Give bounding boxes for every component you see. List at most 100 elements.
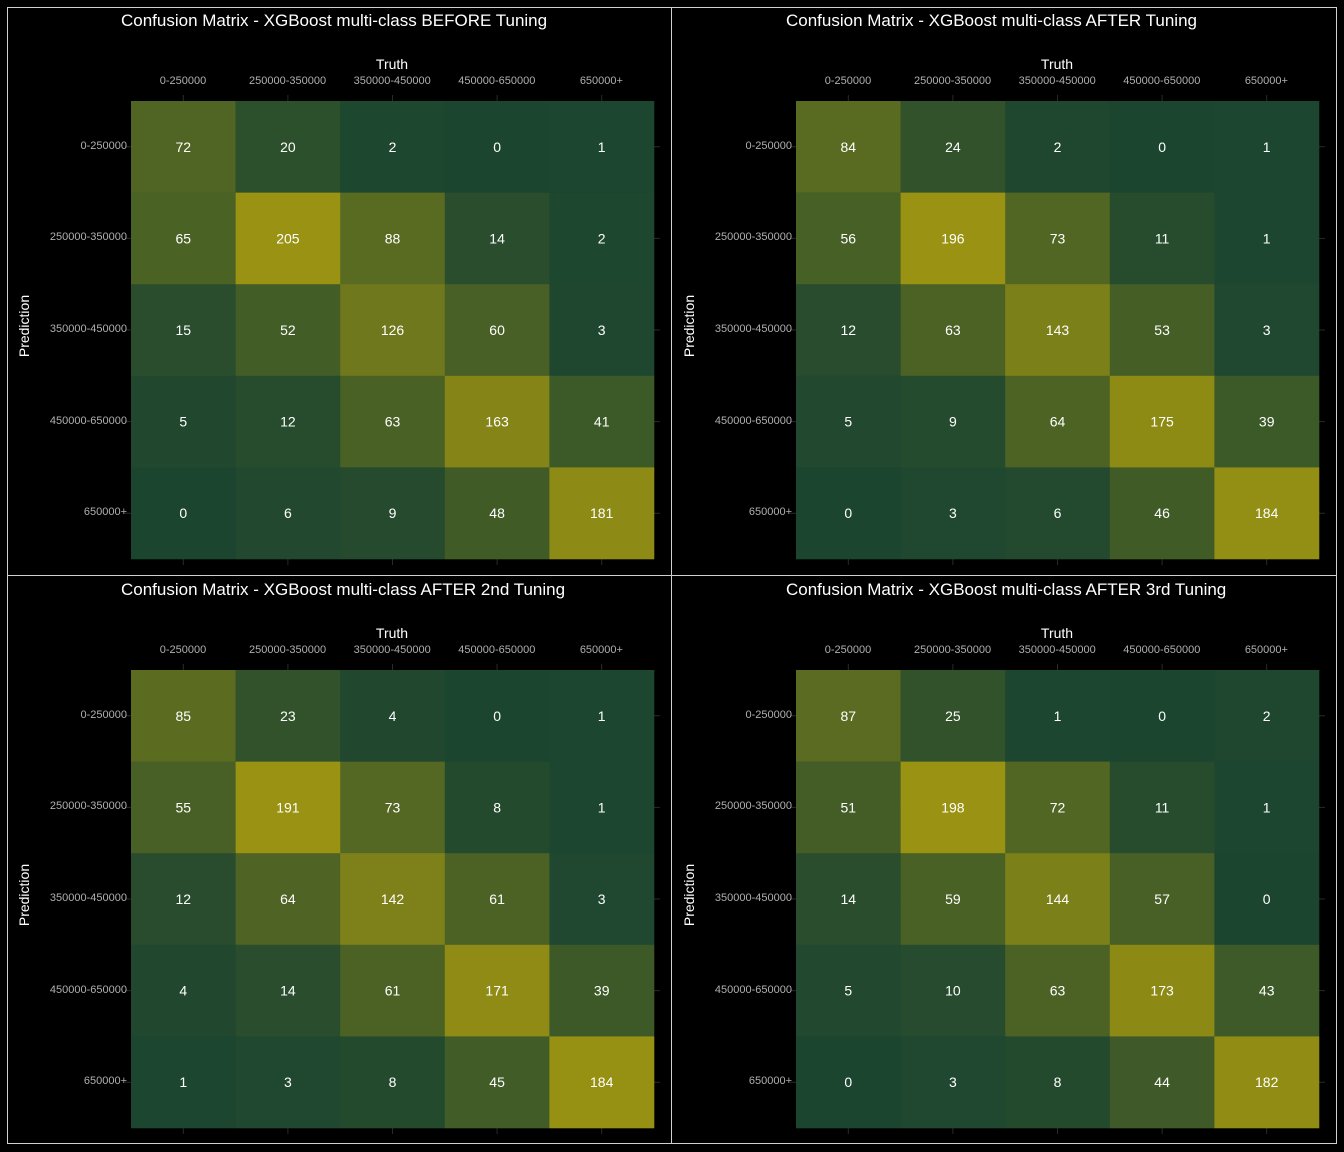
heatmap-cell (444, 761, 550, 854)
cell-value-label: 23 (280, 708, 296, 724)
cell-value-label: 24 (945, 139, 961, 155)
x-tick-label: 250000-350000 (249, 644, 327, 656)
cell-value-label: 8 (389, 1074, 397, 1090)
cell-value-label: 1 (1054, 708, 1062, 724)
heatmap-cell (235, 467, 341, 560)
cell-value-label: 39 (1259, 414, 1275, 430)
cell-value-label: 85 (176, 708, 192, 724)
confusion-matrix-after-3rd: 87 25 1 0 2 51 198 72 11 1 14 59 144 57 0 5 10 63 173 43 0 3 8… (672, 576, 1336, 1144)
heatmap-cell (340, 853, 446, 946)
chart-title: Confusion Matrix - XGBoost multi-class A… (786, 11, 1197, 30)
heatmap-cell (444, 101, 550, 193)
cell-value-label: 60 (489, 322, 505, 338)
heatmap-cell (900, 284, 1006, 377)
cell-value-label: 6 (284, 505, 292, 521)
cell-value-label: 12 (176, 891, 192, 907)
cell-value-label: 12 (841, 322, 857, 338)
y-tick-label: 0-250000 (80, 708, 128, 721)
x-tick-label: 350000-450000 (1018, 75, 1096, 87)
x-tick-label: 250000-350000 (914, 75, 992, 87)
cell-value-label: 73 (1050, 230, 1066, 246)
cell-value-label: 175 (1150, 414, 1174, 430)
heatmap-cell (1005, 467, 1111, 560)
x-axis-title: Truth (1040, 56, 1074, 72)
heatmap-cell (444, 284, 550, 377)
cell-value-label: 0 (1158, 139, 1166, 155)
x-tick-label: 250000-350000 (249, 75, 327, 87)
heatmap-cell (1214, 761, 1320, 854)
cell-value-label: 3 (949, 505, 957, 521)
x-tick-label: 450000-650000 (1123, 644, 1201, 656)
cell-value-label: 87 (841, 708, 857, 724)
cell-value-label: 88 (385, 230, 401, 246)
heatmap: 87 25 1 0 251 198 72 11 114 59 144 57 05 10 63 173 430 3 8… (790, 664, 1325, 1134)
cell-value-label: 144 (1046, 891, 1070, 907)
x-axis-title: Truth (375, 625, 409, 641)
cell-value-label: 2 (1263, 708, 1271, 724)
cell-value-label: 1 (598, 799, 606, 815)
heatmap-cell (340, 192, 446, 285)
cell-value-label: 1 (598, 139, 606, 155)
x-tick-label: 350000-450000 (1018, 644, 1096, 656)
cell-value-label: 1 (598, 708, 606, 724)
heatmap: 72 20 2 0 165 205 88 14 215 52 126 60 35 12 63 163 410 6 9… (125, 95, 660, 565)
cell-value-label: 11 (1155, 230, 1170, 246)
y-tick-label: 650000+ (83, 506, 127, 519)
heatmap-cell (1109, 761, 1215, 854)
cell-value-label: 39 (594, 983, 610, 999)
heatmap: 85 23 4 0 1 55 191 73 8 1 12 64 142 61 3 4 14 61 171 39 1 3 8 4… (125, 664, 660, 1134)
x-tick-label: 450000-650000 (458, 75, 536, 87)
heatmap-cell (796, 944, 901, 1037)
cell-value-label: 3 (598, 891, 606, 907)
heatmap-cell (549, 101, 655, 193)
heatmap-cell (1005, 1036, 1111, 1129)
heatmap-cell (549, 284, 655, 377)
y-tick-label: 250000-350000 (49, 231, 127, 244)
heatmap-cell (131, 761, 236, 854)
heatmap-cell (1109, 192, 1215, 285)
cell-value-label: 8 (1054, 1074, 1062, 1090)
x-tick-label: 0-250000 (824, 644, 872, 656)
cell-value-label: 4 (389, 708, 397, 724)
heatmap-cell (549, 944, 655, 1037)
cell-value-label: 63 (945, 322, 961, 338)
heatmap-cell (549, 670, 655, 762)
cell-value-label: 2 (1054, 139, 1062, 155)
cell-value-label: 48 (489, 505, 505, 521)
x-tick-label: 450000-650000 (458, 644, 536, 656)
heatmap-cell (900, 1036, 1006, 1129)
heatmap-cell (444, 192, 550, 285)
cell-value-label: 3 (598, 322, 606, 338)
heatmap-cell (549, 467, 655, 560)
heatmap-cell (1109, 284, 1215, 377)
cell-value-label: 55 (176, 799, 192, 815)
cell-value-label: 63 (1050, 983, 1066, 999)
heatmap-cell (796, 853, 901, 946)
cell-value-label: 5 (844, 414, 852, 430)
cell-value-label: 9 (949, 414, 957, 430)
y-tick-label: 0-250000 (80, 139, 128, 152)
cell-value-label: 41 (594, 414, 610, 430)
heatmap-cell (1005, 761, 1111, 854)
heatmap-cell (340, 670, 446, 762)
x-axis-title: Truth (1040, 625, 1074, 641)
y-tick-label: 450000-650000 (49, 414, 127, 427)
heatmap-cell (1005, 284, 1111, 377)
y-tick-label: 650000+ (83, 1075, 127, 1088)
cell-value-label: 0 (493, 708, 501, 724)
x-tick-label: 0-250000 (159, 75, 207, 87)
heatmap-cell (796, 1036, 901, 1129)
chart-title: Confusion Matrix - XGBoost multi-class B… (121, 11, 548, 30)
heatmap-cell (444, 375, 550, 468)
heatmap-cell (1005, 944, 1111, 1037)
cell-value-label: 2 (598, 230, 606, 246)
cell-value-label: 61 (385, 983, 401, 999)
heatmap-cell (1214, 467, 1320, 560)
x-tick-label: 650000+ (579, 644, 623, 656)
heatmap-cell (131, 467, 236, 560)
y-tick-label: 650000+ (748, 506, 792, 519)
cell-value-label: 3 (1263, 322, 1271, 338)
x-tick-label: 450000-650000 (1123, 75, 1201, 87)
heatmap-cell (900, 101, 1006, 193)
heatmap-cell (1214, 375, 1320, 468)
